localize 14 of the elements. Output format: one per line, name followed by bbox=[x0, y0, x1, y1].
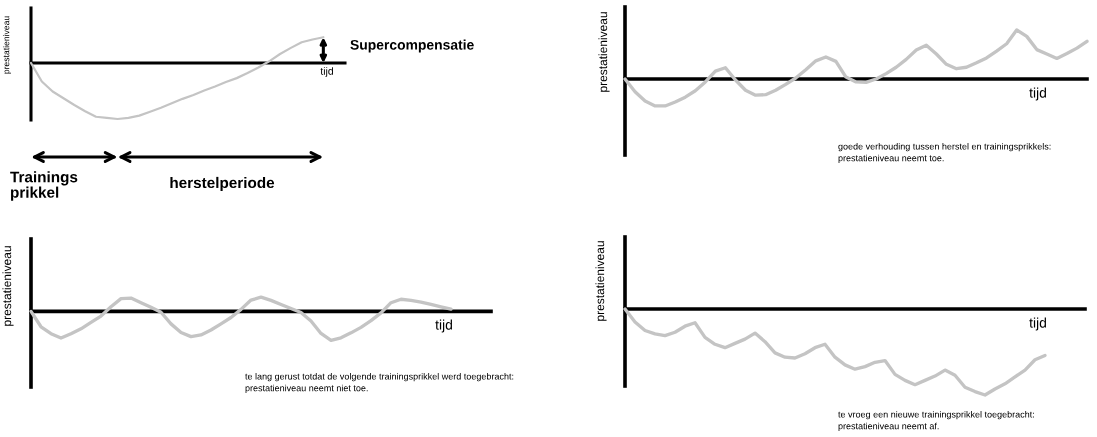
text: Trainings prikkel bbox=[10, 171, 78, 201]
x-axis-title: tijd bbox=[320, 67, 333, 77]
text: Supercompensatie bbox=[350, 39, 474, 53]
x-axis-title: tijd bbox=[1029, 87, 1046, 101]
y-axis-title: prestatieniveau bbox=[2, 246, 14, 326]
y-axis-title: prestatieniveau bbox=[598, 12, 610, 92]
y-axis-title: prestatieniveau bbox=[2, 16, 12, 74]
text: te lang gerust totdat de volgende trainingsprikkel werd toegebracht: prestatieniveau neemt niet toe. bbox=[245, 372, 514, 394]
text: goede verhouding tussen herstel en trainingsprikkels: prestatieniveau neemt toe. bbox=[838, 142, 1051, 164]
y-axis-title: prestatieniveau bbox=[595, 241, 607, 321]
x-axis-title: tijd bbox=[1029, 317, 1046, 331]
text: te vroeg een nieuwe trainingsprikkel toegebracht: prestatieniveau neemt af. bbox=[838, 410, 1034, 432]
x-axis-title: tijd bbox=[435, 319, 452, 333]
text: herstelperiode bbox=[170, 176, 275, 192]
